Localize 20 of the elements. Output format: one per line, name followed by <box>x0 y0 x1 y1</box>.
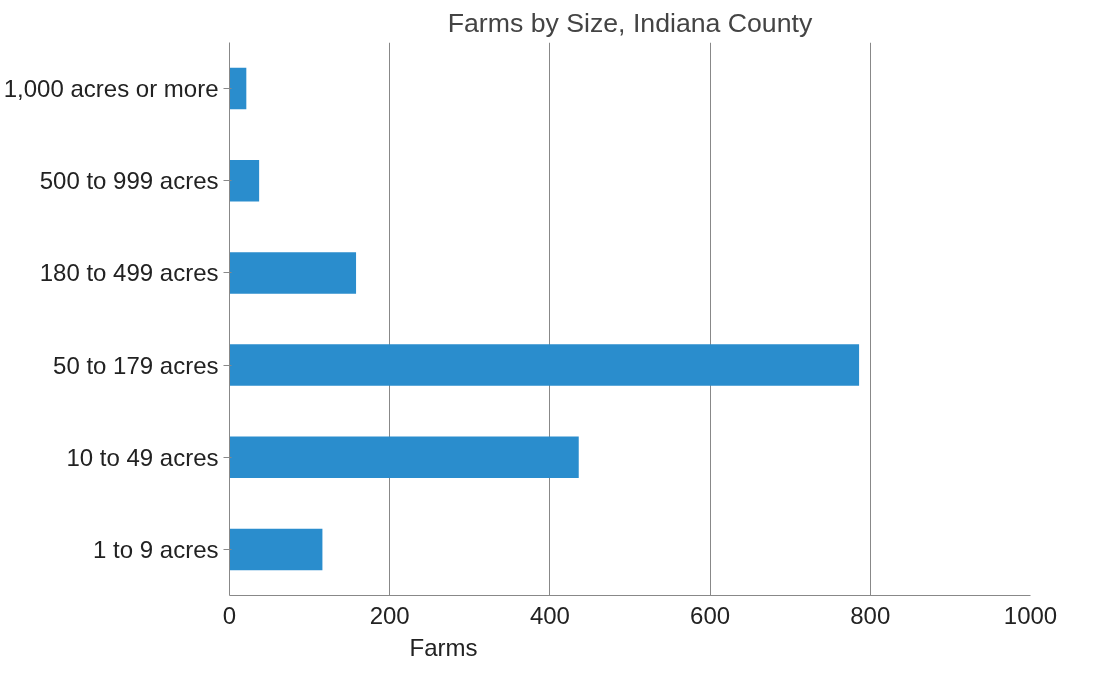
bar <box>229 528 323 571</box>
x-tick-label: 800 <box>850 601 891 629</box>
x-tick-label: 1000 <box>1003 601 1058 629</box>
y-tick-label: 500 to 999 acres <box>39 167 219 195</box>
x-tick-label: 600 <box>690 601 731 629</box>
x-tick-label: 400 <box>529 601 570 629</box>
x-axis-title: Farms <box>409 633 478 661</box>
chart-title: Farms by Size, Indiana County <box>447 7 813 38</box>
y-tick-label: 10 to 49 acres <box>66 443 219 471</box>
x-tick-label: 200 <box>369 601 410 629</box>
x-tick-label: 0 <box>222 601 237 629</box>
bar <box>229 344 860 386</box>
y-tick-label: 1,000 acres or more <box>3 75 219 103</box>
bar <box>229 252 357 294</box>
bar <box>229 160 260 202</box>
bar <box>229 67 247 110</box>
y-tick-label: 180 to 499 acres <box>39 259 219 287</box>
y-tick-label: 50 to 179 acres <box>53 351 219 379</box>
y-tick-label: 1 to 9 acres <box>93 535 219 563</box>
bar <box>229 436 579 478</box>
